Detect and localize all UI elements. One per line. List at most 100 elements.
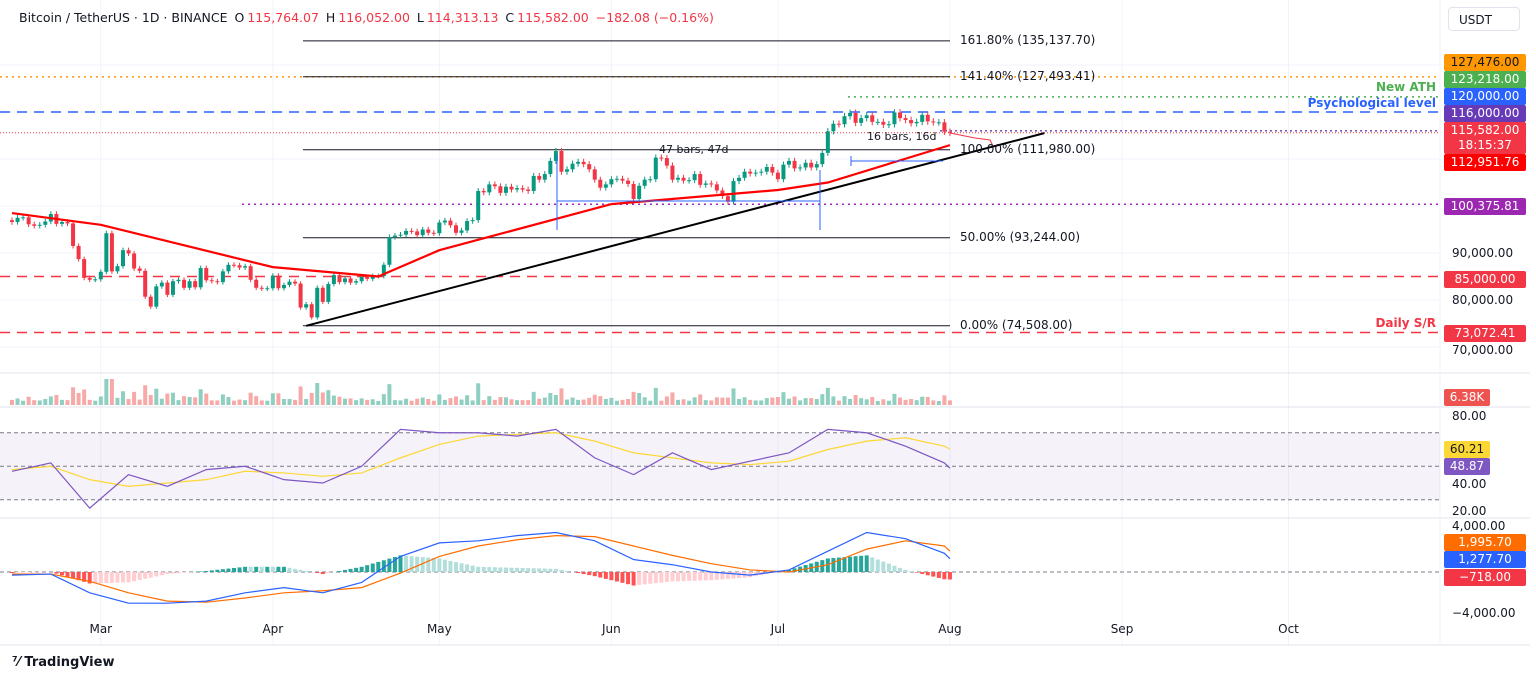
volume-bar (470, 400, 475, 405)
candle (714, 184, 719, 191)
price-tag: 48.87 (1444, 458, 1490, 475)
volume-bar (803, 398, 808, 405)
macd-histogram-bar (603, 572, 608, 579)
candle (664, 158, 669, 166)
volume-bar (742, 397, 747, 405)
candle (825, 131, 830, 153)
macd-histogram-bar (787, 569, 791, 572)
candle (676, 177, 680, 180)
volume-bar (681, 399, 686, 405)
macd-histogram-bar (481, 566, 486, 572)
volume-bar (820, 394, 825, 405)
candle (132, 253, 137, 269)
volume-bar (215, 400, 220, 405)
volume-bar (703, 400, 708, 405)
volume-bar (315, 383, 320, 405)
currency-button[interactable]: USDT (1448, 7, 1520, 31)
volume-bar (159, 398, 164, 405)
macd-histogram-bar (537, 568, 542, 572)
price-tag: −718.00 (1444, 569, 1526, 586)
volume-bar (626, 399, 631, 405)
macd-histogram-bar (337, 570, 342, 572)
macd-histogram-bar (509, 567, 514, 572)
candle (720, 190, 725, 197)
candle (637, 185, 642, 199)
candle (603, 184, 608, 188)
candle (331, 275, 336, 285)
date-range-label-16: 16 bars, 16d (867, 130, 937, 143)
volume-bar (259, 400, 264, 405)
volume-bar (165, 393, 170, 405)
candle (681, 177, 686, 181)
candle (692, 174, 697, 181)
volume-bar (243, 400, 248, 405)
macd-histogram-bar (920, 572, 925, 574)
candle (759, 171, 764, 173)
macd-histogram-bar (420, 557, 425, 572)
candle (415, 231, 420, 236)
volume-bar (276, 393, 281, 405)
candle (109, 233, 114, 272)
candle (93, 279, 98, 281)
volume-bar (109, 379, 114, 405)
fib-161.8-label: 161.80% (135,137.70) (960, 32, 1096, 47)
candle (809, 162, 814, 168)
macd-histogram-bar (265, 566, 270, 572)
macd-axis-tick: −4,000.00 (1452, 606, 1516, 620)
candle (814, 164, 819, 168)
symbol-title[interactable]: Bitcoin / TetherUS · 1D · BINANCE (19, 10, 228, 25)
volume-bar (459, 399, 464, 405)
macd-histogram-bar (176, 572, 181, 574)
candle (215, 281, 220, 283)
macd-histogram-bar (431, 558, 436, 572)
candle (276, 275, 281, 289)
volume-bar (920, 396, 925, 405)
macd-histogram-bar (59, 572, 64, 576)
macd-histogram-bar (298, 569, 303, 572)
volume-bar (420, 397, 425, 405)
macd-histogram-bar (26, 572, 31, 573)
candle (26, 217, 31, 225)
macd-histogram-bar (170, 572, 175, 574)
price-tag: 100,375.81 (1444, 198, 1526, 215)
macd-histogram-bar (348, 568, 353, 572)
macd-histogram-bar (848, 556, 853, 572)
date-range-label-47: 47 bars, 47d (659, 143, 729, 156)
macd-histogram-bar (931, 572, 936, 577)
volume-bar (204, 393, 209, 405)
ema-line (11, 144, 951, 278)
candle (886, 124, 891, 126)
macd-histogram-bar (442, 559, 447, 572)
candle (32, 224, 37, 226)
candle (265, 288, 270, 290)
macd-histogram-bar (315, 572, 320, 574)
macd-histogram-bar (614, 572, 619, 582)
macd-histogram-bar (326, 572, 331, 574)
macd-histogram-bar (270, 566, 275, 572)
volume-bar (404, 398, 409, 405)
price-tag: 123,218.00 (1444, 71, 1526, 88)
macd-histogram-bar (109, 572, 114, 583)
volume-bar (498, 397, 503, 405)
candle (548, 160, 553, 175)
volume-bar (320, 392, 325, 405)
volume-bar (798, 400, 803, 405)
candle (348, 278, 353, 283)
tradingview-logo[interactable]: ⁷⁄ TradingView (12, 655, 115, 670)
volume-bar (598, 396, 603, 405)
volume-bar (886, 400, 891, 405)
candle (742, 171, 747, 178)
candle (354, 281, 359, 283)
candle (725, 196, 730, 202)
time-axis-label: May (426, 622, 452, 636)
candle (65, 221, 70, 224)
macd-histogram-bar (609, 572, 614, 581)
macd-histogram-bar (648, 572, 653, 584)
macd-histogram-bar (498, 567, 503, 572)
candle (598, 179, 603, 188)
volume-bar (914, 400, 919, 405)
candle (137, 268, 142, 271)
macd-histogram-bar (792, 568, 797, 572)
